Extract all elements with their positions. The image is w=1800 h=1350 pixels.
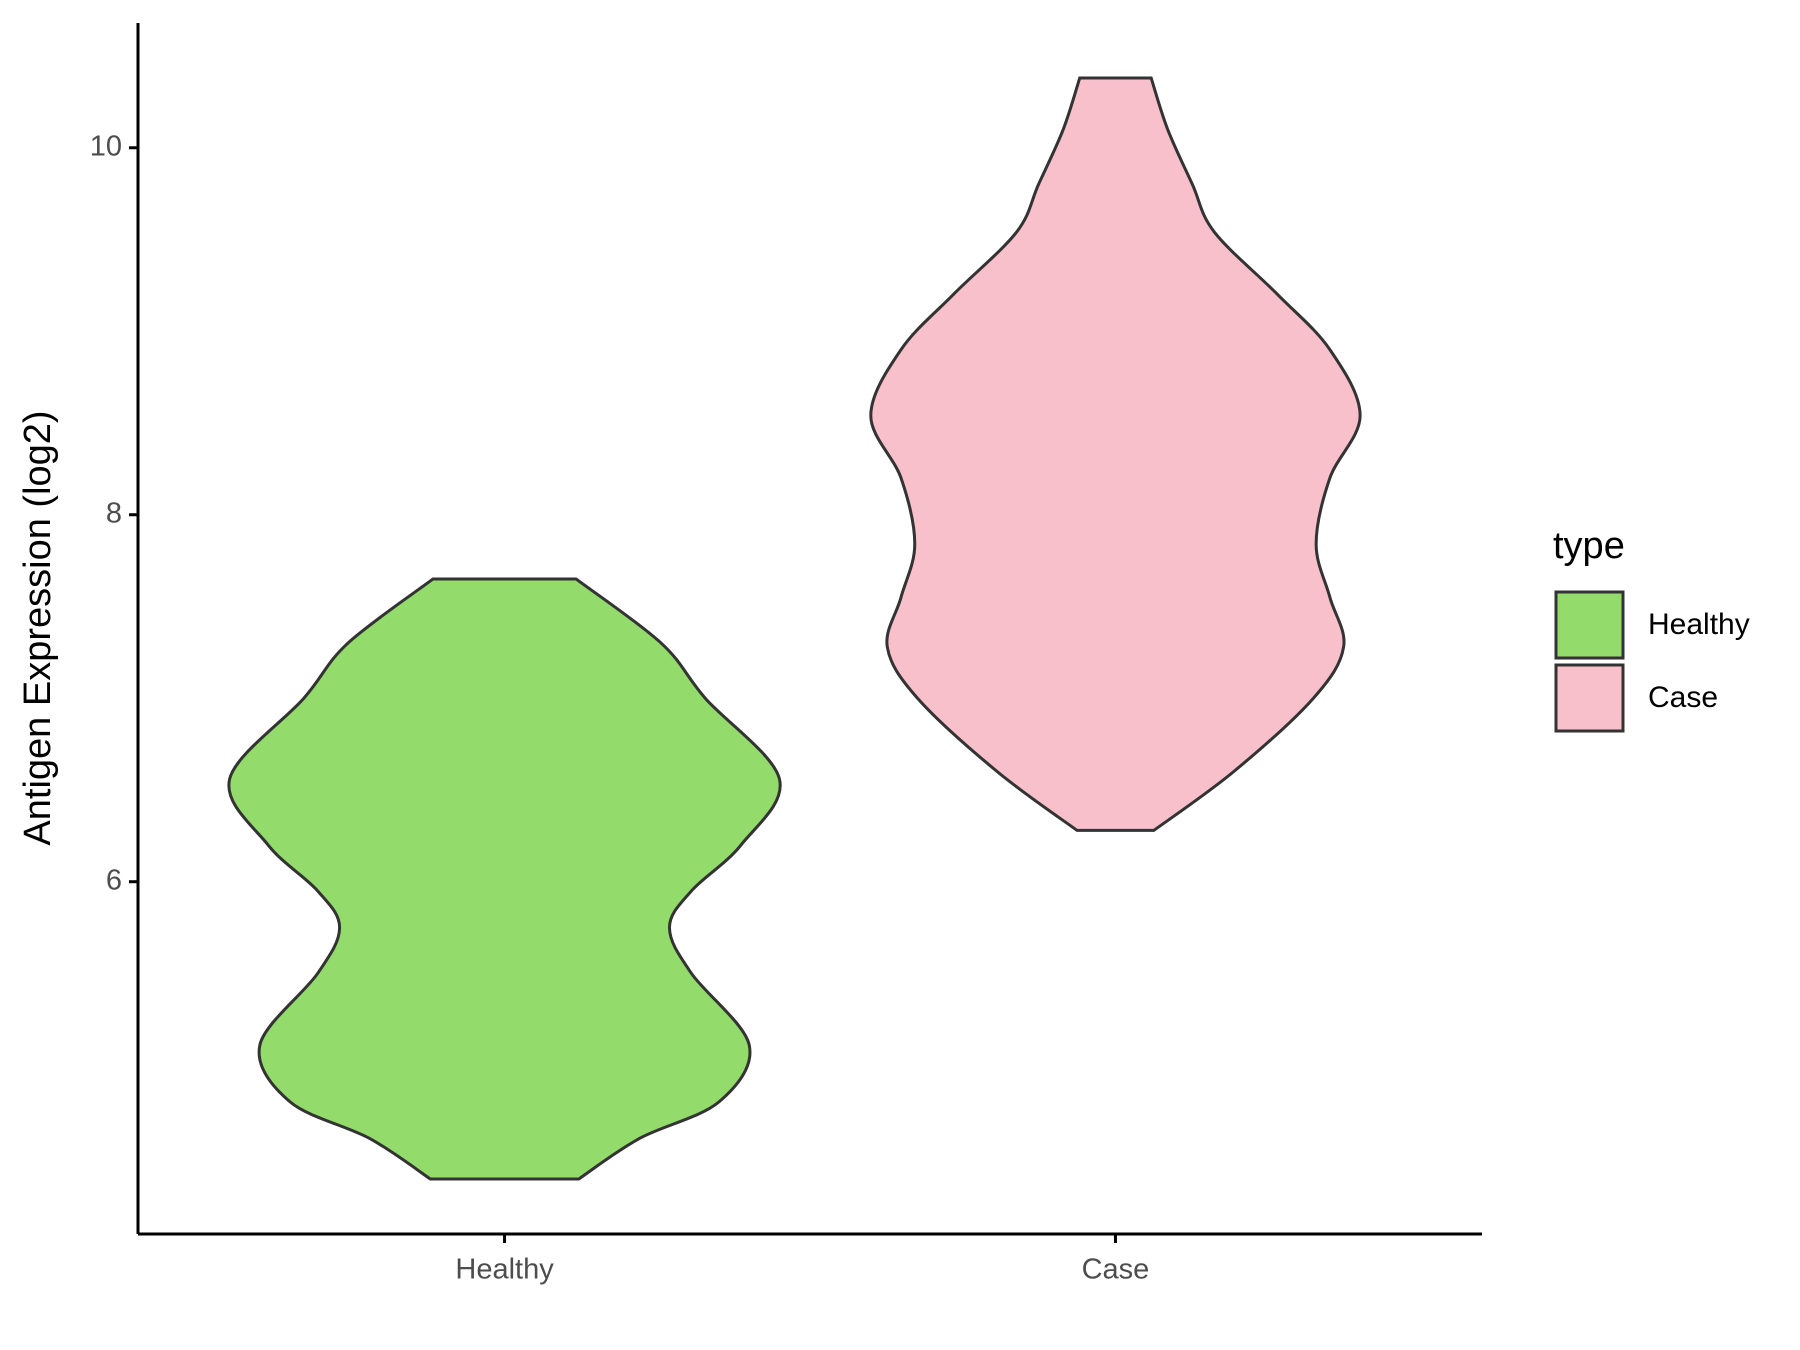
- y-tick-label: 8: [106, 497, 122, 529]
- y-tick-label: 10: [90, 130, 122, 162]
- x-tick-label: Healthy: [455, 1254, 554, 1286]
- violin: [227, 577, 782, 1181]
- legend-label: Case: [1648, 681, 1718, 714]
- legend-key: [1554, 590, 1625, 660]
- legend-label: Healthy: [1648, 608, 1750, 641]
- x-tick-label: Case: [1082, 1254, 1150, 1286]
- y-tick-label: 6: [106, 864, 122, 896]
- legend-key: [1554, 663, 1625, 733]
- legend-title: type: [1553, 525, 1625, 567]
- violin: [869, 76, 1362, 832]
- y-axis-title: Antigen Expression (log2): [17, 410, 59, 845]
